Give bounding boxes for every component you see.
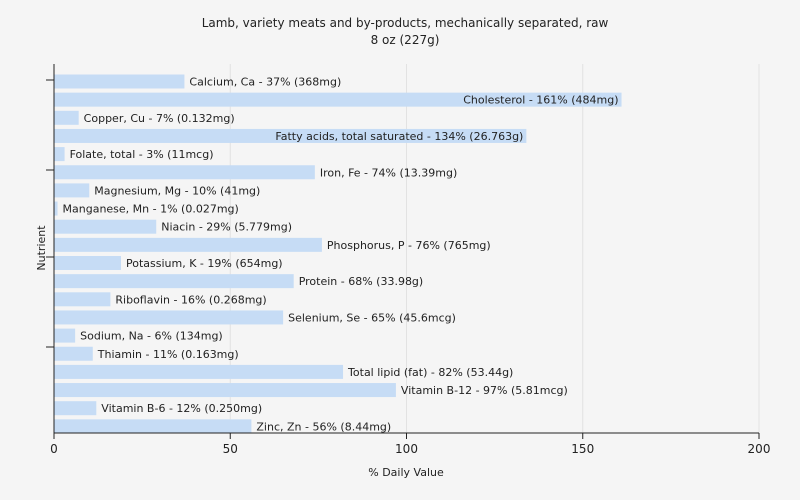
bar-label-19: Zinc, Zn - 56% (8.44mg) <box>256 420 391 433</box>
bar-2 <box>54 110 79 125</box>
bar-17 <box>54 383 396 398</box>
bar-label-6: Magnesium, Mg - 10% (41mg) <box>94 184 260 197</box>
bar-label-13: Selenium, Se - 65% (45.6mcg) <box>288 311 456 324</box>
bar-label-15: Thiamin - 11% (0.163mg) <box>97 348 239 361</box>
bar-label-4: Folate, total - 3% (11mcg) <box>70 148 214 161</box>
bar-12 <box>54 292 111 307</box>
bar-label-8: Niacin - 29% (5.779mg) <box>161 221 292 234</box>
bar-5 <box>54 165 315 180</box>
bar-9 <box>54 237 322 252</box>
bar-4 <box>54 147 65 162</box>
x-axis-title: % Daily Value <box>368 466 444 479</box>
bar-label-18: Vitamin B-6 - 12% (0.250mg) <box>101 402 262 415</box>
bar-13 <box>54 310 284 325</box>
x-tick-label-150: 150 <box>571 442 594 456</box>
bar-label-14: Sodium, Na - 6% (134mg) <box>80 330 223 343</box>
bar-8 <box>54 219 157 234</box>
bar-label-3: Fatty acids, total saturated - 134% (26.… <box>275 130 523 143</box>
y-axis-title: Nutrient <box>35 225 48 271</box>
bar-label-1: Cholesterol - 161% (484mg) <box>463 94 618 107</box>
bar-label-10: Potassium, K - 19% (654mg) <box>126 257 283 270</box>
bars: Calcium, Ca - 37% (368mg) Cholesterol - 1… <box>54 74 622 434</box>
bar-1 <box>54 92 622 107</box>
bar-16 <box>54 364 344 379</box>
bar-18 <box>54 401 97 416</box>
bar-11 <box>54 274 294 289</box>
bar-label-16: Total lipid (fat) - 82% (53.44g) <box>347 366 513 379</box>
x-tick-label-50: 50 <box>223 442 238 456</box>
bar-14 <box>54 328 76 343</box>
bar-6 <box>54 183 90 198</box>
bar-0 <box>54 74 185 89</box>
bar-3 <box>54 128 527 143</box>
bar-label-17: Vitamin B-12 - 97% (5.81mcg) <box>401 384 568 397</box>
bar-19 <box>54 419 252 434</box>
bar-7 <box>54 201 58 216</box>
bar-label-5: Iron, Fe - 74% (13.39mg) <box>320 166 457 179</box>
x-tick-label-100: 100 <box>395 442 418 456</box>
bar-15 <box>54 346 93 361</box>
bar-label-9: Phosphorus, P - 76% (765mg) <box>327 239 491 252</box>
x-tick-label-200: 200 <box>748 442 771 456</box>
axes: 0 50 100 150 200 <box>46 64 770 456</box>
bar-label-7: Manganese, Mn - 1% (0.027mg) <box>63 203 239 216</box>
bar-label-2: Copper, Cu - 7% (0.132mg) <box>84 112 235 125</box>
bar-10 <box>54 256 121 270</box>
bar-label-12: Riboflavin - 16% (0.268mg) <box>115 293 266 306</box>
bar-label-11: Protein - 68% (33.98g) <box>299 275 424 288</box>
chart-subtitle: 8 oz (227g) <box>371 33 440 47</box>
x-tick-label-0: 0 <box>50 442 58 456</box>
chart-title: Lamb, variety meats and by-products, mec… <box>202 16 609 30</box>
bar-label-0: Calcium, Ca - 37% (368mg) <box>189 76 341 89</box>
